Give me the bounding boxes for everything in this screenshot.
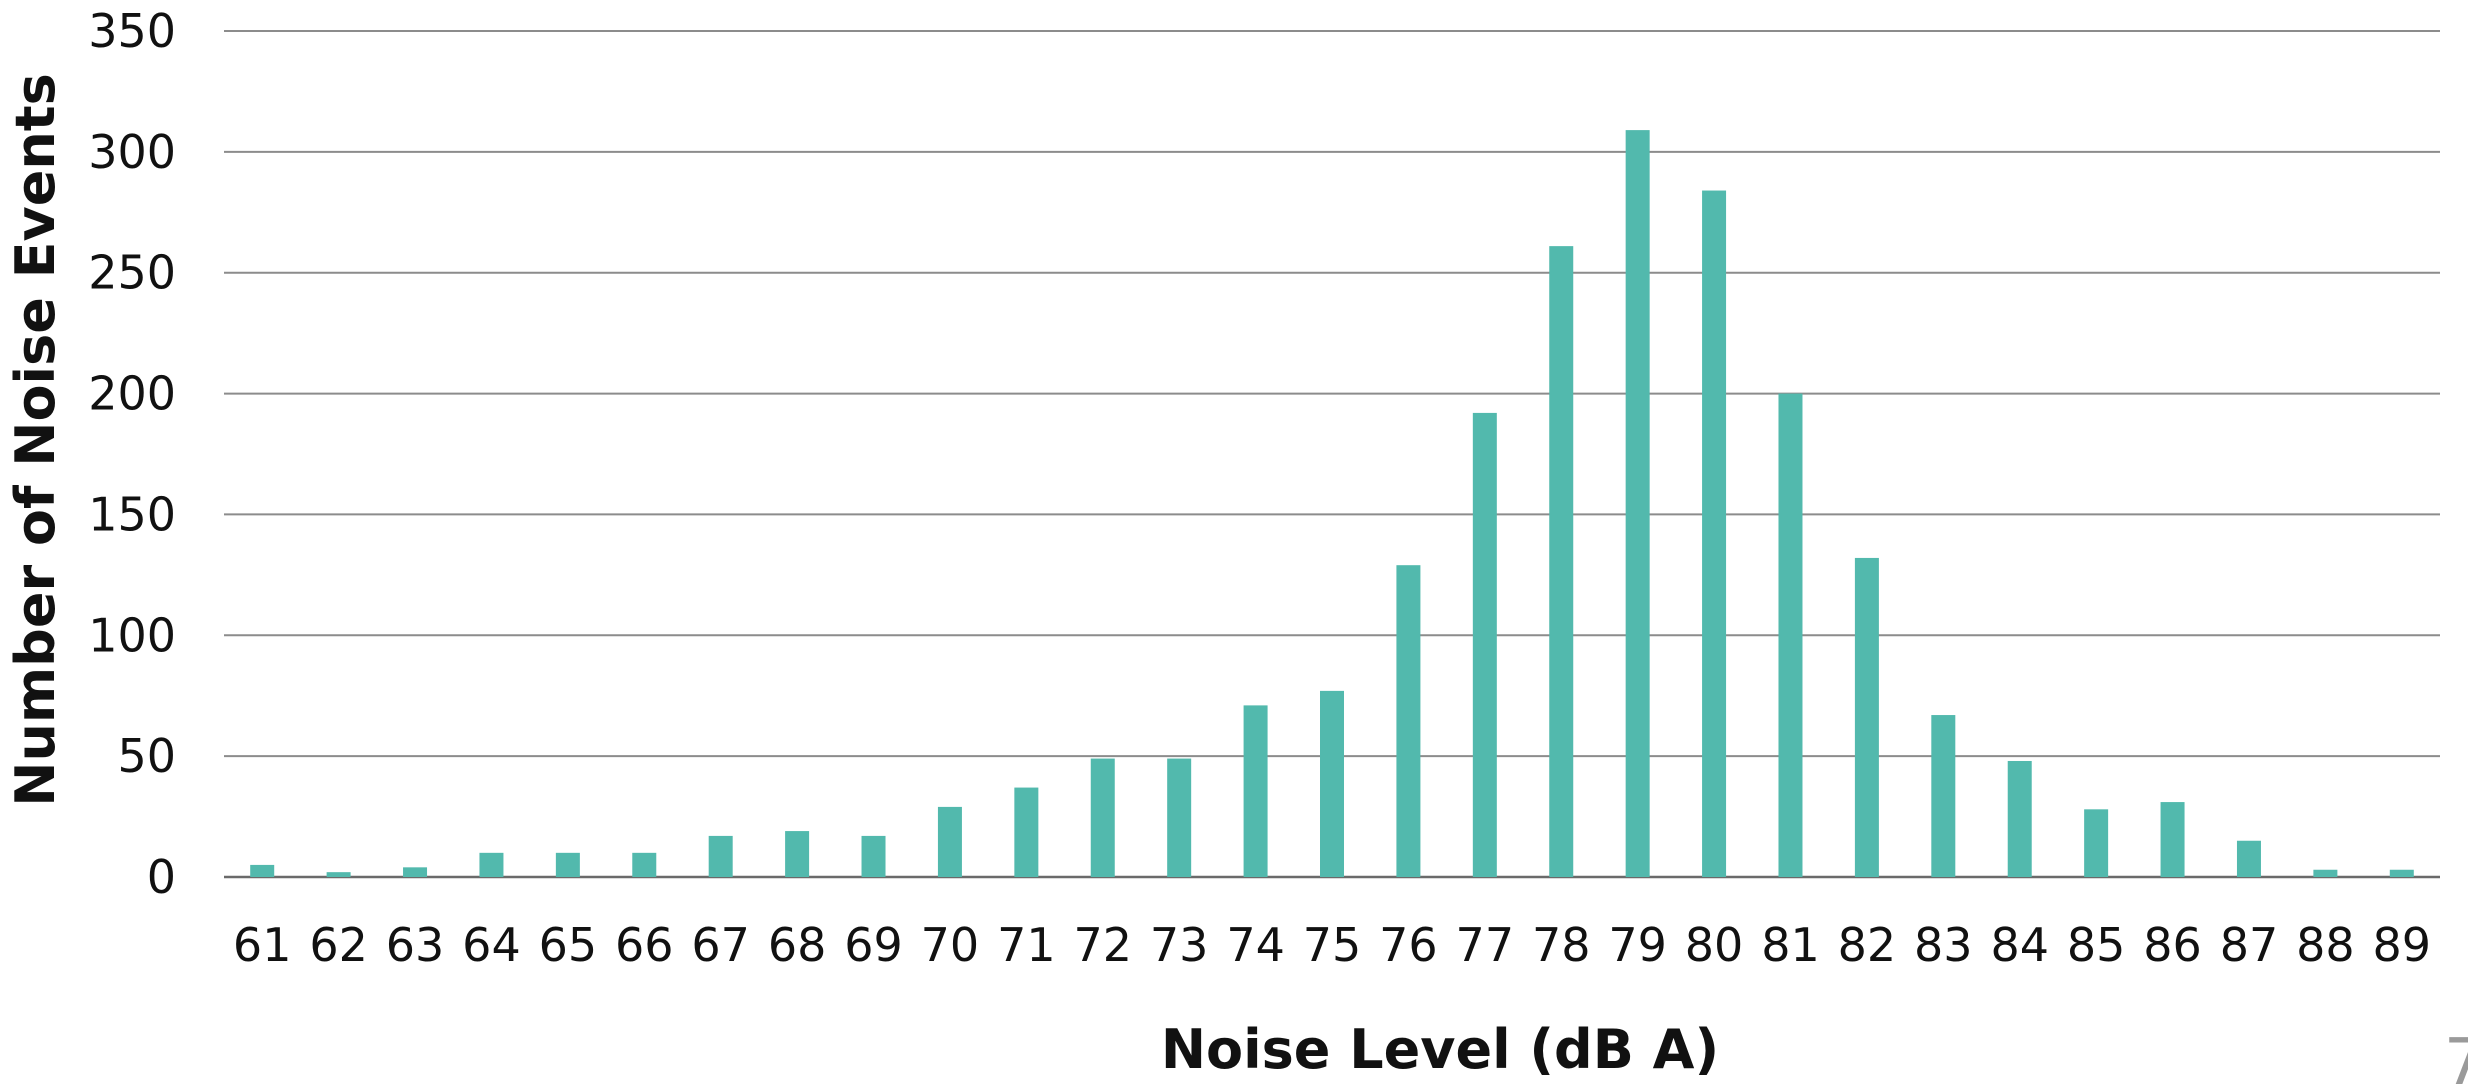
x-tick-label: 62 [309, 918, 368, 972]
x-tick-label: 75 [1303, 918, 1362, 972]
y-tick-label: 0 [147, 850, 176, 904]
x-tick-label: 87 [2220, 918, 2279, 972]
x-tick-label: 61 [233, 918, 292, 972]
bar [937, 806, 962, 877]
y-tick-label: 200 [88, 367, 176, 421]
bar [1854, 557, 1879, 877]
bar [479, 852, 504, 877]
gridlines [224, 30, 2440, 879]
bar [1778, 393, 1803, 877]
bar [403, 867, 428, 877]
bar [1167, 758, 1192, 877]
bar [1702, 190, 1727, 877]
x-tick-label: 81 [1761, 918, 1820, 972]
bar [2007, 760, 2032, 877]
bar [555, 852, 580, 877]
bar [250, 864, 275, 877]
x-tick-label: 85 [2067, 918, 2126, 972]
bar [2313, 869, 2338, 877]
x-tick-label: 77 [1456, 918, 1515, 972]
bar [1014, 787, 1039, 877]
y-tick-label: 250 [88, 246, 176, 300]
y-axis-ticks: 0 50 100 150 200 250 300 350 [88, 4, 176, 904]
bar [1320, 690, 1344, 877]
bar [1243, 705, 1268, 877]
x-tick-label: 82 [1838, 918, 1897, 972]
x-tick-label: 70 [921, 918, 980, 972]
y-axis-title: Number of Noise Events [4, 73, 67, 806]
x-tick-label: 66 [615, 918, 674, 972]
x-tick-label: 83 [1914, 918, 1973, 972]
bar [2160, 802, 2185, 877]
bar [785, 831, 810, 877]
y-tick-label: 350 [88, 4, 176, 58]
bar [2236, 840, 2261, 877]
x-tick-label: 72 [1073, 918, 1132, 972]
x-tick-label: 79 [1608, 918, 1667, 972]
page-number: 7 [2444, 1026, 2468, 1084]
bar [861, 835, 886, 877]
x-tick-label: 84 [1990, 918, 2049, 972]
bar [1472, 412, 1497, 877]
x-tick-label: 74 [1226, 918, 1285, 972]
bars [250, 130, 2414, 878]
y-tick-label: 150 [88, 487, 176, 541]
bar [2389, 869, 2414, 877]
x-tick-label: 65 [539, 918, 598, 972]
x-tick-label: 80 [1685, 918, 1744, 972]
bar [326, 872, 351, 877]
x-tick-label: 68 [768, 918, 827, 972]
bar [1931, 715, 1956, 877]
y-tick-label: 300 [88, 125, 176, 179]
x-tick-label: 71 [997, 918, 1056, 972]
x-tick-label: 88 [2296, 918, 2355, 972]
x-tick-label: 64 [462, 918, 521, 972]
x-tick-label: 67 [691, 918, 750, 972]
x-tick-label: 78 [1532, 918, 1591, 972]
x-axis-title: Noise Level (dB A) [1161, 1018, 1719, 1081]
x-tick-label: 69 [844, 918, 903, 972]
y-tick-label: 50 [117, 729, 176, 783]
x-tick-label: 76 [1379, 918, 1438, 972]
x-tick-label: 63 [386, 918, 445, 972]
x-axis-ticks: 61 62 63 64 65 66 67 68 69 70 71 72 73 74 75 76 77 78 79 80… [233, 918, 2431, 972]
x-tick-label: 73 [1150, 918, 1209, 972]
bar [1396, 565, 1421, 877]
x-tick-label: 86 [2143, 918, 2202, 972]
x-tick-label: 89 [2373, 918, 2432, 972]
bar [632, 852, 657, 877]
bar [2084, 809, 2109, 877]
bar [708, 835, 733, 877]
bar [1090, 758, 1115, 877]
bar [1625, 130, 1650, 878]
bar [1549, 246, 1574, 877]
y-tick-label: 100 [88, 608, 176, 662]
